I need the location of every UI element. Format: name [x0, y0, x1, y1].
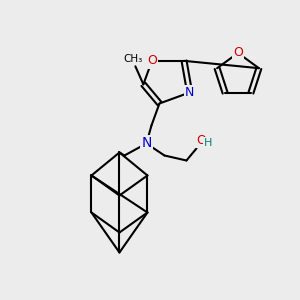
Text: O: O	[147, 54, 157, 67]
Text: N: N	[185, 86, 194, 99]
Text: H: H	[204, 139, 213, 148]
Text: O: O	[233, 46, 243, 59]
Text: O: O	[196, 134, 206, 147]
Text: N: N	[141, 136, 152, 151]
Text: CH₃: CH₃	[124, 54, 143, 64]
